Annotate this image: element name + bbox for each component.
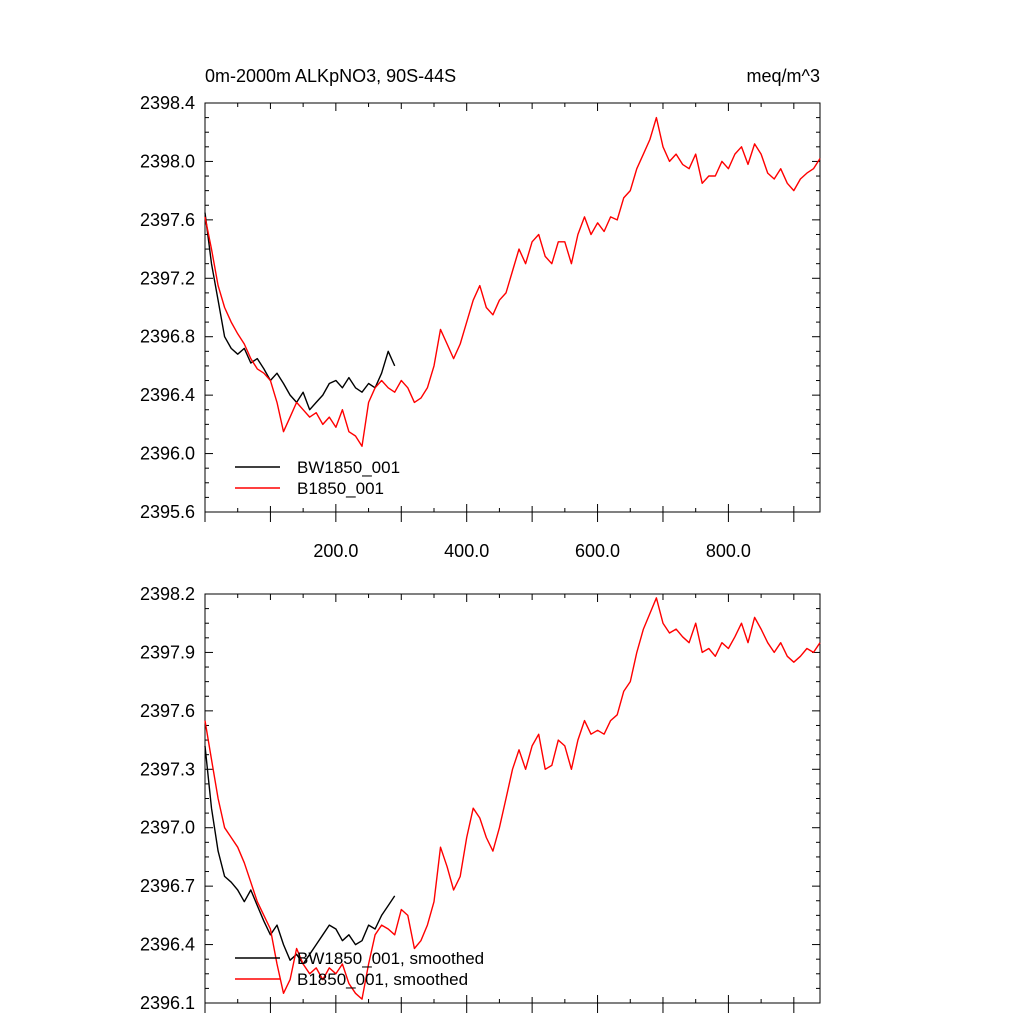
y-tick-label: 2397.2: [140, 268, 195, 288]
y-tick-label: 2397.6: [140, 701, 195, 721]
y-tick-label: 2397.9: [140, 642, 195, 662]
y-tick-label: 2396.4: [140, 385, 195, 405]
legend-label: B1850_001: [297, 479, 384, 498]
series-line-1: [204, 116, 821, 447]
y-tick-label: 2397.6: [140, 210, 195, 230]
y-tick-label: 2396.1: [140, 993, 195, 1013]
plot-frame: [204, 593, 821, 1004]
x-tick-label: 600.0: [575, 541, 620, 561]
y-tick-label: 2395.6: [140, 502, 195, 522]
bottom-panel: 2396.1 2396.4 2396.7 2397.0 2397.3 2397.6 2397…: [140, 584, 821, 1013]
series-line-0: [204, 212, 396, 411]
legend-label: BW1850_001: [297, 458, 400, 477]
y-tick-label: 2398.4: [140, 93, 195, 113]
y-tick-label: 2397.3: [140, 759, 195, 779]
plot-frame: [204, 102, 821, 513]
y-tick-label: 2396.4: [140, 935, 195, 955]
legend-label: BW1850_001, smoothed: [297, 949, 484, 968]
y-tick-label: 2396.8: [140, 327, 195, 347]
x-tick-label: 200.0: [313, 541, 358, 561]
top-panel: 0m-2000m ALKpNO3, 90S-44S meq/m^3 2395.6…: [140, 66, 821, 561]
top-plot-area: 2395.6 2396.0 2396.4 2396.8 2397.2 2397.6 2398…: [140, 93, 821, 561]
y-tick-label: 2398.2: [140, 584, 195, 604]
y-tick-label: 2398.0: [140, 151, 195, 171]
x-tick-label: 800.0: [706, 541, 751, 561]
series-line-1: [204, 597, 821, 1000]
series-line-0: [204, 745, 396, 965]
y-tick-label: 2396.7: [140, 876, 195, 896]
bottom-plot-area: 2396.1 2396.4 2396.7 2397.0 2397.3 2397.6 2397…: [140, 584, 821, 1013]
legend-label: B1850_001, smoothed: [297, 970, 468, 989]
top-panel-title: 0m-2000m ALKpNO3, 90S-44S: [205, 66, 456, 86]
top-panel-units: meq/m^3: [747, 66, 820, 86]
x-tick-label: 400.0: [444, 541, 489, 561]
y-tick-label: 2397.0: [140, 818, 195, 838]
y-tick-label: 2396.0: [140, 444, 195, 464]
